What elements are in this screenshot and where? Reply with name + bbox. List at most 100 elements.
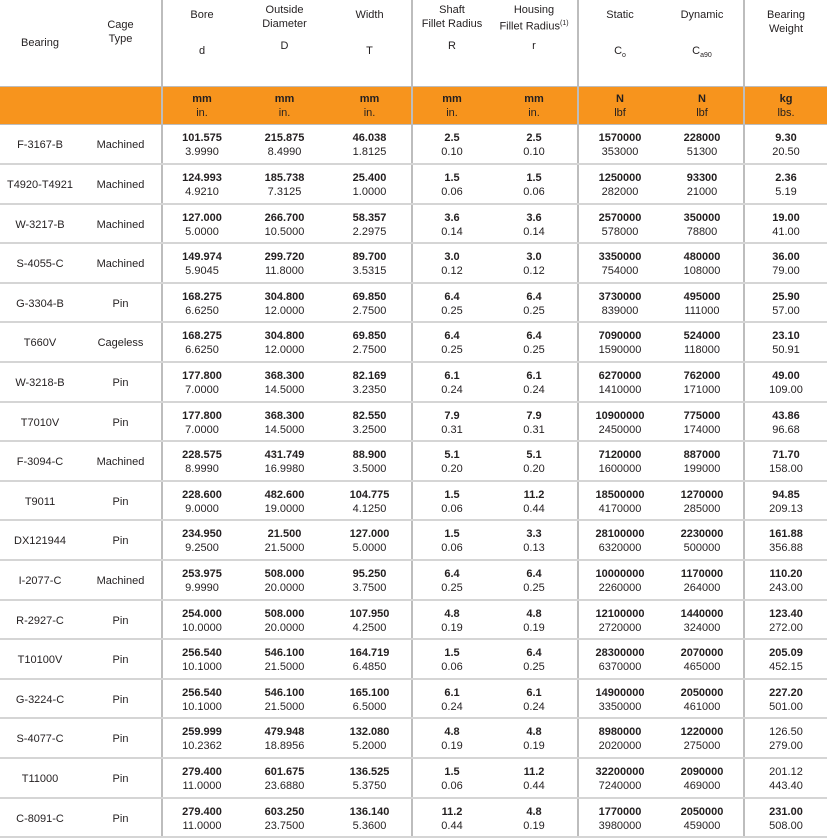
bearing-cell-text: S-4077-C (16, 733, 64, 746)
width-imperial: 2.7500 (352, 304, 387, 317)
header-weight-line2: Weight (768, 23, 804, 35)
weight-metric: 161.88 (769, 528, 803, 541)
shaft-fillet-imperial: 0.20 (441, 463, 463, 476)
width-imperial: 4.1250 (352, 502, 387, 515)
static-load-metric: 8980000 (598, 726, 642, 739)
dynamic-load-imperial: 51300 (686, 146, 718, 158)
bore-cell: 168.275 6.6250 (161, 322, 241, 364)
weight-imperial: 79.00 (772, 265, 800, 278)
width-metric: 82.550 (352, 409, 387, 422)
cage-type-cell: Pin (80, 480, 162, 522)
bore-imperial: 10.2362 (182, 740, 222, 753)
bearing-cell-text: G-3224-C (15, 693, 65, 706)
dynamic-load-cell: 1220000 275000 (661, 718, 744, 759)
shaft-fillet-cell: 7.9 0.31 (411, 401, 491, 443)
dynamic-load-imperial: 264000 (683, 582, 721, 595)
shaft-fillet-metric: 1.5 (444, 766, 460, 778)
table-row: S-4077-C Pin 259.999 10.2362 479.948 18.8956 1… (0, 718, 827, 759)
outside-diameter-cell: 479.948 18.8956 (241, 718, 328, 759)
shaft-fillet-metric: 2.5 (444, 132, 460, 144)
static-load-cell: 1570000 353000 (577, 124, 661, 166)
units-od: mm in. (241, 86, 328, 125)
shaft-fillet-metric: 6.1 (444, 370, 460, 383)
bore-cell: 177.800 7.0000 (161, 401, 241, 443)
cage-type-cell-text: Pin (112, 297, 129, 310)
static-load-cell: 2570000 578000 (577, 203, 661, 245)
cage-type-cell: Machined (80, 560, 162, 601)
housing-fillet-imperial: 0.19 (523, 740, 545, 753)
dynamic-load-imperial: 465000 (683, 661, 721, 674)
static-load-cell: 12100000 2720000 (577, 599, 661, 641)
static-load-cell: 1770000 3980000 (577, 797, 661, 838)
header-dynamic-subscript: a90 (700, 52, 712, 60)
width-metric: 25.400 (352, 172, 387, 185)
bore-imperial: 10.1000 (182, 661, 222, 674)
static-load-imperial: 6320000 (598, 542, 642, 555)
width-metric: 88.900 (352, 449, 387, 462)
weight-metric: 9.30 (775, 132, 797, 144)
table-row: S-4055-C Machined 149.974 5.9045 299.720 11.8… (0, 243, 827, 284)
outside-diameter-cell: 299.720 11.8000 (241, 243, 328, 284)
bore-imperial: 4.9210 (185, 186, 219, 199)
shaft-fillet-imperial: 0.44 (441, 819, 463, 832)
weight-metric: 71.70 (772, 449, 800, 462)
bore-cell: 234.950 9.2500 (161, 520, 241, 562)
bore-cell: 177.800 7.0000 (161, 362, 241, 403)
shaft-fillet-cell: 11.2 0.44 (411, 797, 491, 838)
outside-diameter-imperial: 21.5000 (264, 700, 305, 713)
weight-imperial: 109.00 (769, 384, 803, 397)
housing-fillet-imperial: 0.20 (523, 463, 545, 476)
bore-cell: 259.999 10.2362 (161, 718, 241, 759)
housing-fillet-metric: 5.1 (526, 449, 542, 462)
shaft-fillet-cell: 6.1 0.24 (411, 362, 491, 403)
shaft-fillet-cell: 1.5 0.06 (411, 164, 491, 205)
outside-diameter-imperial: 18.8956 (264, 740, 305, 753)
shaft-fillet-imperial: 0.19 (441, 621, 463, 634)
cage-type-cell: Pin (80, 362, 162, 403)
weight-metric: 25.90 (772, 290, 800, 303)
outside-diameter-metric: 601.675 (264, 766, 305, 778)
shaft-fillet-imperial: 0.25 (441, 344, 463, 357)
width-cell: 132.080 5.2000 (328, 718, 412, 759)
outside-diameter-cell: 185.738 7.3125 (241, 164, 328, 205)
width-metric: 95.250 (352, 568, 387, 581)
bore-cell: 256.540 10.1000 (161, 678, 241, 720)
bore-imperial: 5.9045 (185, 265, 219, 278)
bearing-cell: T4920-T4921 (0, 164, 80, 205)
outside-diameter-imperial: 16.9980 (264, 463, 305, 476)
static-load-cell: 6270000 1410000 (577, 362, 661, 403)
static-load-imperial: 2020000 (598, 740, 642, 753)
width-cell: 165.100 6.5000 (328, 678, 412, 720)
shaft-fillet-metric: 4.8 (444, 607, 460, 620)
dynamic-load-metric: 2050000 (680, 805, 724, 818)
cage-type-cell-text: Machined (96, 456, 145, 469)
weight-imperial: 41.00 (772, 225, 800, 238)
header-static: Static Co (577, 0, 661, 87)
static-load-cell: 7120000 1600000 (577, 441, 661, 482)
units-weight: kg lbs. (743, 86, 827, 125)
bearing-cell-text: I-2077-C (18, 575, 62, 588)
dynamic-load-metric: 775000 (683, 409, 721, 422)
weight-cell: 71.70 158.00 (743, 441, 827, 482)
static-load-metric: 1770000 (598, 805, 642, 818)
table-row: F-3094-C Machined 228.575 8.9990 431.749 16.9… (0, 441, 827, 482)
weight-metric: 227.20 (769, 686, 803, 699)
outside-diameter-imperial: 8.4990 (267, 146, 302, 158)
shaft-fillet-imperial: 0.24 (441, 384, 463, 397)
housing-fillet-cell: 6.4 0.25 (491, 282, 578, 324)
cage-type-cell-text: Machined (96, 139, 145, 151)
shaft-fillet-imperial: 0.06 (441, 186, 463, 199)
weight-cell: 126.50 279.00 (743, 718, 827, 759)
shaft-fillet-imperial: 0.24 (441, 700, 463, 713)
outside-diameter-imperial: 14.5000 (264, 423, 305, 436)
header-bearing-label: Bearing (21, 37, 59, 49)
bearing-cell: T7010V (0, 401, 80, 443)
weight-cell: 43.86 96.68 (743, 401, 827, 443)
weight-imperial: 57.00 (772, 304, 800, 317)
outside-diameter-cell: 266.700 10.5000 (241, 203, 328, 245)
units-empty (80, 86, 162, 125)
bearing-cell-text: T4920-T4921 (6, 179, 74, 192)
width-imperial: 1.8125 (352, 146, 387, 158)
width-metric: 58.357 (352, 211, 387, 224)
